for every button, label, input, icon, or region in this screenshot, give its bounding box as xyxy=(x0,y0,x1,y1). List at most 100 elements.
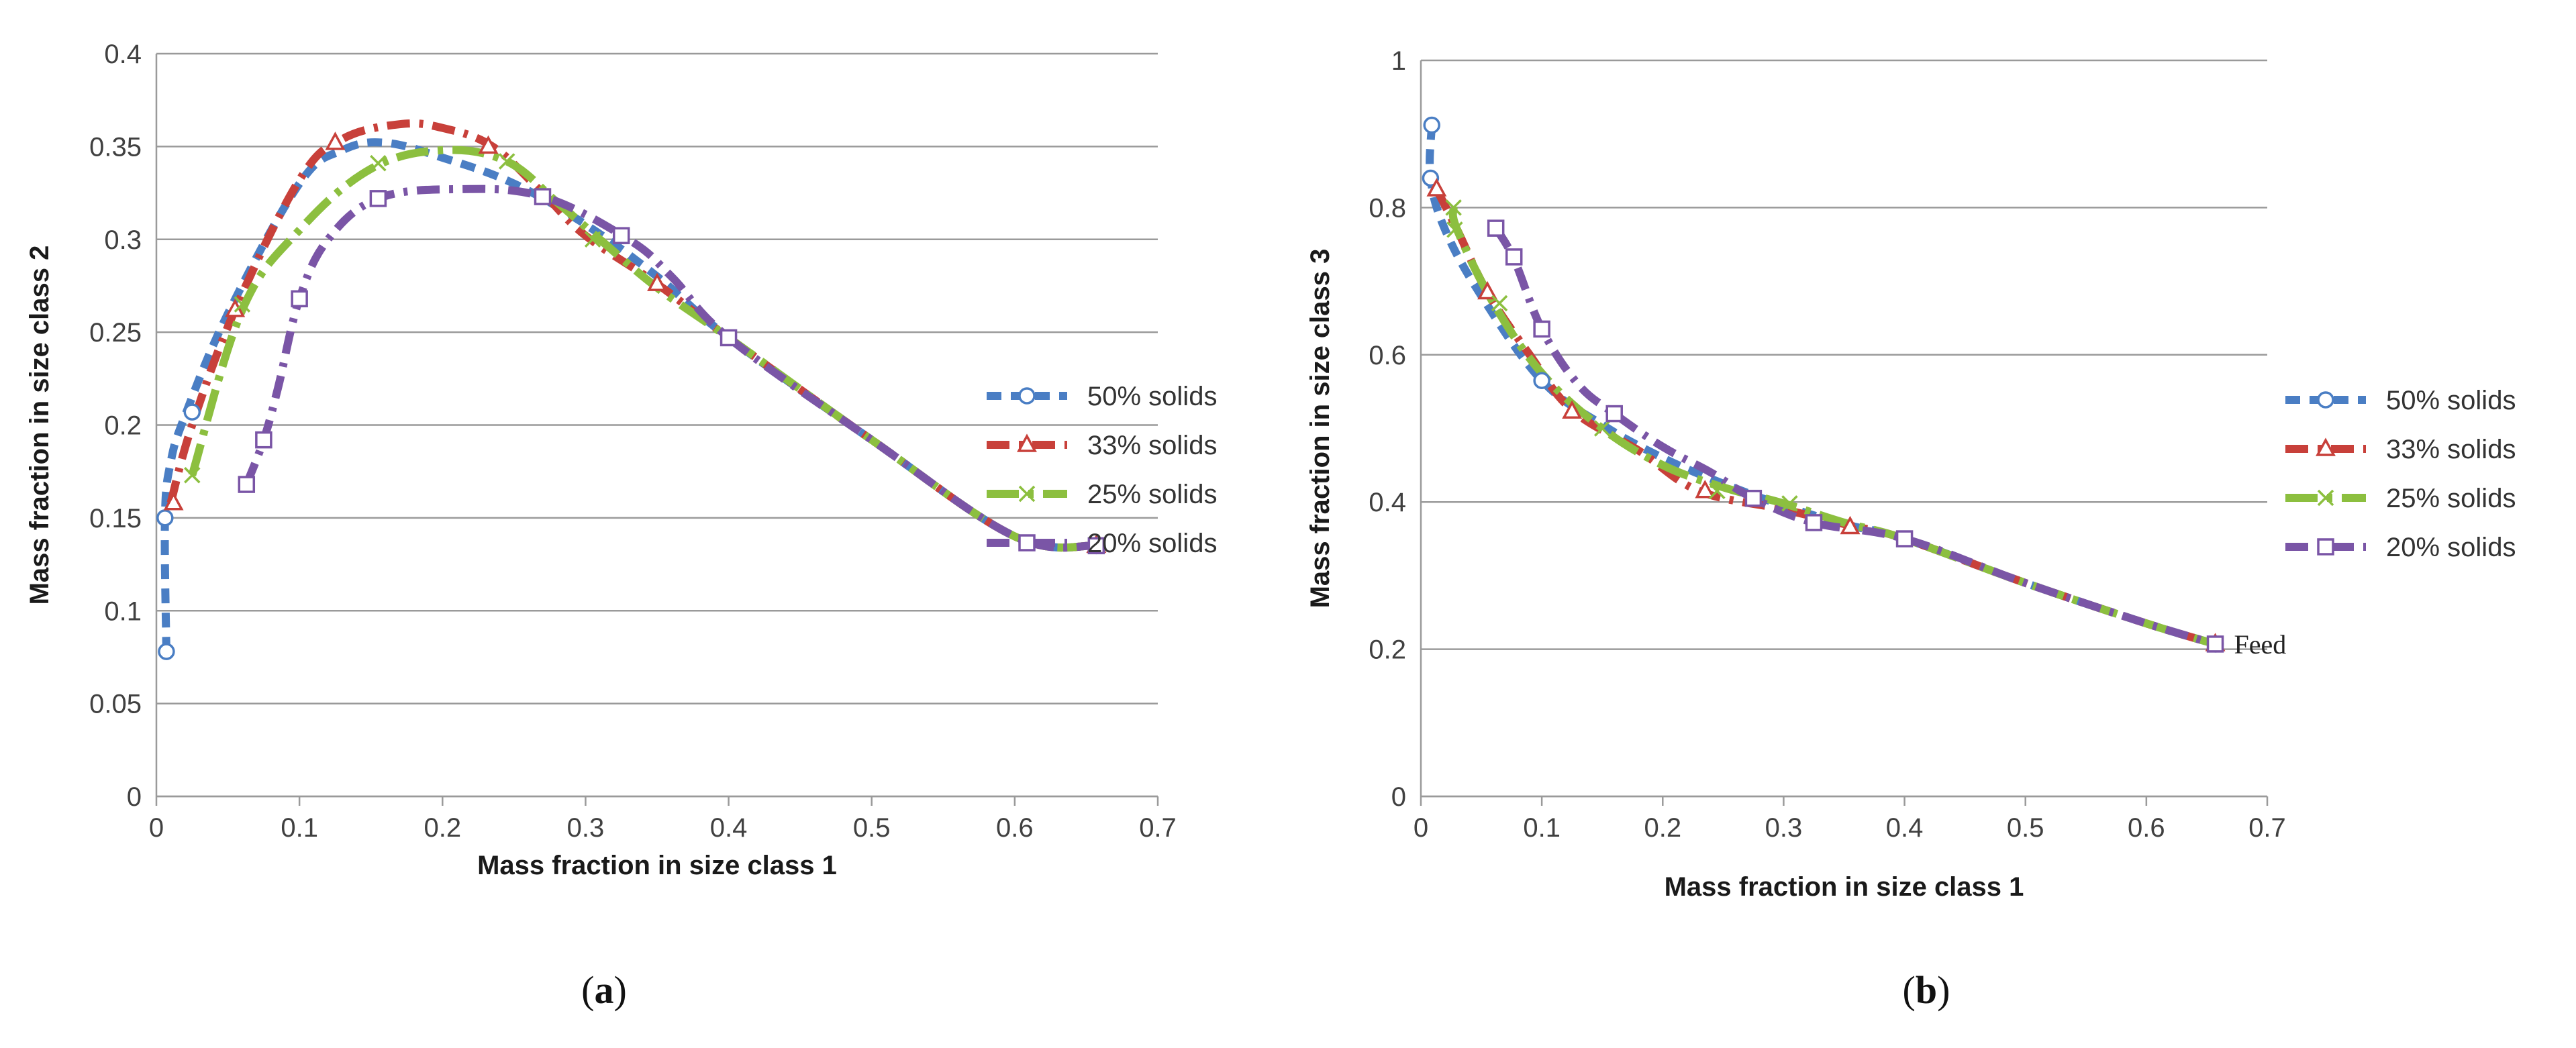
panel-label-b-close: ) xyxy=(1937,968,1950,1012)
data-point-b-3-1 xyxy=(1505,248,1523,266)
y-tick-label-b-0: 0 xyxy=(1391,782,1406,812)
x-tick-label-b-5: 0.5 xyxy=(2007,813,2044,843)
data-point-b-0-0 xyxy=(1423,116,1440,134)
legend-marker-a-1 xyxy=(1017,433,1037,452)
data-point-b-3-5 xyxy=(1805,514,1823,531)
panel-label-b-letter: b xyxy=(1916,968,1937,1012)
data-point-a-3-5 xyxy=(612,227,630,244)
x-tick-label-b-3: 0.3 xyxy=(1765,813,1803,843)
panel-label-a-open: ( xyxy=(581,968,594,1012)
series-markers-a xyxy=(156,132,1107,660)
data-point-a-3-7 xyxy=(1087,537,1105,555)
data-point-b-2-1 xyxy=(1446,221,1463,238)
x-tick-label-a-1: 0.1 xyxy=(281,813,318,843)
series-lines-a xyxy=(160,119,1097,652)
data-point-b-0-1 xyxy=(1422,169,1440,187)
data-point-b-3-0 xyxy=(1487,219,1505,237)
x-tick-label-b-4: 0.4 xyxy=(1886,813,1924,843)
legend-label-a-1: 33% solids xyxy=(1087,431,1217,460)
y-axis-title-b: Mass fraction in size class 3 xyxy=(1305,249,1335,609)
x-tick-label-b-6: 0.6 xyxy=(2128,813,2165,843)
y-tick-label-b-1: 0.2 xyxy=(1369,635,1406,665)
y-tick-label-a-2: 0.1 xyxy=(104,596,142,626)
x-tick-label-a-7: 0.7 xyxy=(1139,813,1177,843)
data-point-b-0-2 xyxy=(1533,372,1550,389)
y-tick-label-a-8: 0.4 xyxy=(104,40,142,69)
x-tick-label-a-3: 0.3 xyxy=(567,813,605,843)
x-tick-label-b-0: 0 xyxy=(1414,813,1428,843)
data-point-b-2-4 xyxy=(1709,482,1726,499)
data-point-b-1-3 xyxy=(1695,480,1716,499)
y-tick-label-a-4: 0.2 xyxy=(104,411,142,441)
data-point-a-3-4 xyxy=(534,188,552,205)
series-line-a-3 xyxy=(242,185,1097,552)
data-point-a-2-0 xyxy=(184,466,201,484)
annotation-b-0: Feed xyxy=(2234,629,2287,660)
y-tick-label-b-3: 0.6 xyxy=(1369,341,1406,370)
data-point-a-2-4 xyxy=(584,231,601,248)
legend-marker-b-0 xyxy=(2317,391,2334,409)
y-tick-label-a-3: 0.15 xyxy=(89,504,142,533)
data-point-a-2-2 xyxy=(370,155,387,172)
series-line-b-2 xyxy=(1448,207,2217,648)
x-axis-title-b: Mass fraction in size class 1 xyxy=(1665,872,2024,902)
x-tick-label-a-4: 0.4 xyxy=(710,813,748,843)
data-point-a-3-2 xyxy=(291,290,308,308)
y-tick-label-b-5: 1 xyxy=(1391,46,1406,76)
x-tick-label-a-0: 0 xyxy=(149,813,164,843)
series-markers-b xyxy=(1422,116,2226,653)
legend-marker-a-2 xyxy=(1018,485,1036,503)
data-point-a-0-0 xyxy=(158,643,175,660)
y-tick-label-a-5: 0.25 xyxy=(89,318,142,348)
data-point-a-3-1 xyxy=(255,431,273,449)
x-tick-label-b-7: 0.7 xyxy=(2248,813,2286,843)
data-point-b-2-3 xyxy=(1593,420,1611,437)
panel-label-a-close: ) xyxy=(614,968,627,1012)
legend-label-a-3: 20% solids xyxy=(1087,529,1217,558)
x-tick-label-a-2: 0.2 xyxy=(424,813,461,843)
data-point-b-1-4 xyxy=(1840,515,1861,535)
data-point-a-3-3 xyxy=(369,190,387,207)
legend-marker-a-3 xyxy=(1018,534,1036,552)
data-point-a-3-6 xyxy=(720,329,738,347)
legend-marker-b-3 xyxy=(2317,538,2334,556)
x-tick-label-a-5: 0.5 xyxy=(853,813,891,843)
y-tick-label-b-2: 0.4 xyxy=(1369,488,1406,517)
data-point-a-2-3 xyxy=(498,153,515,170)
data-point-a-3-0 xyxy=(238,476,256,493)
data-point-b-3-2 xyxy=(1533,320,1550,338)
panel-label-a: (a) xyxy=(581,968,627,1012)
chart-panel-b: 0 0.2 0.4 0.6 0.8 1 0 0.1 0.2 0.3 0.4 0.5 0.6 0.7 Mass… xyxy=(1305,46,2516,902)
y-tick-label-b-4: 0.8 xyxy=(1369,193,1406,223)
series-lines-b xyxy=(1426,125,2217,648)
data-point-b-2-2 xyxy=(1491,295,1508,312)
panel-label-a-letter: a xyxy=(595,968,614,1012)
series-line-b-3 xyxy=(1492,225,2217,648)
y-tick-label-a-0: 0 xyxy=(127,782,142,812)
data-point-a-1-0 xyxy=(163,492,184,511)
data-point-a-2-1 xyxy=(234,296,251,313)
y-tick-label-a-1: 0.05 xyxy=(89,690,142,719)
legend-label-b-1: 33% solids xyxy=(2386,435,2516,464)
data-point-b-2-5 xyxy=(1781,495,1798,512)
data-point-b-1-0 xyxy=(1426,178,1447,197)
legend-label-b-2: 25% solids xyxy=(2386,484,2516,513)
legend-marker-b-2 xyxy=(2317,489,2334,507)
legend-label-b-0: 50% solids xyxy=(2386,386,2516,415)
data-point-b-3-6 xyxy=(1895,530,1914,547)
panel-label-b: (b) xyxy=(1903,968,1950,1012)
data-point-a-1-3 xyxy=(478,135,499,154)
series-line-a-1 xyxy=(166,119,1097,552)
x-tick-label-a-6: 0.6 xyxy=(996,813,1034,843)
data-point-a-0-2 xyxy=(183,403,201,421)
data-point-b-3-4 xyxy=(1744,489,1763,507)
legend-b: 50% solids 33% solids 25% solids 20% solids xyxy=(2285,386,2516,562)
legend-label-a-2: 25% solids xyxy=(1087,480,1217,509)
data-point-b-1-1 xyxy=(1477,280,1498,300)
data-point-b-3-7 xyxy=(2206,635,2224,653)
legend-a: 50% solids 33% solids 25% solids 20% solids xyxy=(987,382,1217,558)
y-tick-label-a-6: 0.3 xyxy=(104,225,142,255)
legend-label-b-3: 20% solids xyxy=(2386,533,2516,562)
chart-panel-a: 0 0.05 0.1 0.15 0.2 0.25 0.3 0.35 0.4 0 0.1 0.2 0.3 0… xyxy=(25,40,1217,880)
